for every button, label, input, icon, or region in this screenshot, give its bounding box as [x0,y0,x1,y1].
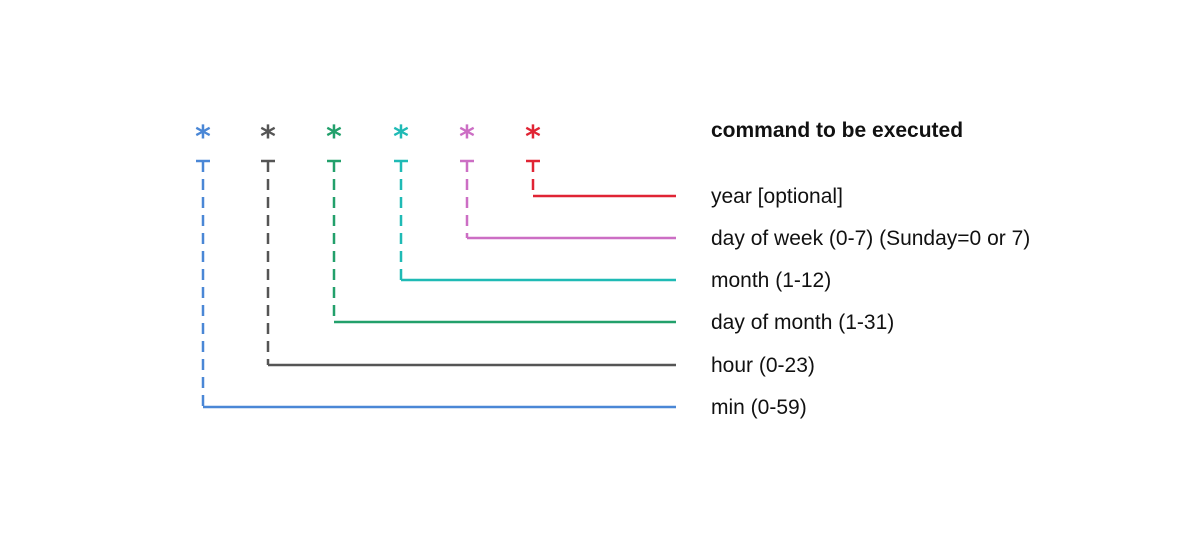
day-of-month-label: day of month (1-31) [711,311,894,334]
hour-label: hour (0-23) [711,354,815,377]
month-asterisk: * [393,120,409,155]
hour-asterisk: * [260,120,276,155]
day-of-month-asterisk: * [326,120,342,155]
year-asterisk: * [525,120,541,155]
year-field: * year [optional] [525,120,843,208]
hour-field: * hour (0-23) [260,120,815,377]
month-field: * month (1-12) [393,120,831,292]
day-of-week-label: day of week (0-7) (Sunday=0 or 7) [711,227,1030,250]
year-label: year [optional] [711,185,843,208]
minute-field: * min (0-59) [195,120,807,419]
month-label: month (1-12) [711,269,831,292]
day-of-month-field: * day of month (1-31) [326,120,894,334]
day-of-week-field: * day of week (0-7) (Sunday=0 or 7) [459,120,1030,250]
day-of-week-asterisk: * [459,120,475,155]
minute-label: min (0-59) [711,396,807,419]
command-label: command to be executed [711,119,963,142]
minute-asterisk: * [195,120,211,155]
